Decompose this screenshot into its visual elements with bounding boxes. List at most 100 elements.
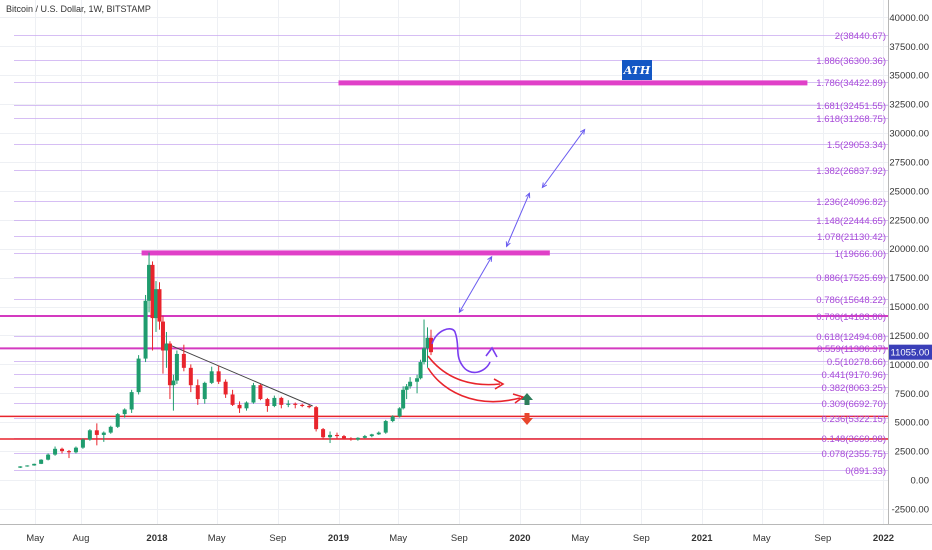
candle-body [108,426,113,433]
candle-body [286,403,291,405]
price-axis-tick-label: 10000.00 [889,360,929,371]
correction-scenario-arrowhead-upper [493,378,505,390]
projection-arrowhead [525,192,531,199]
candle-body [171,380,176,386]
candle-body [300,404,305,407]
projection-arrow-line [541,129,586,188]
candle-body [87,430,92,440]
scenario-drawings [427,328,533,425]
candle-body [157,289,162,322]
fib-level-label: 0.618(12494.08) [816,332,886,343]
price-axis-tick-label: 2500.00 [895,447,929,458]
candle-body [66,451,71,453]
down-arrow-icon [521,413,533,425]
price-axis-tick-label: 17500.00 [889,273,929,284]
candle-body [202,382,207,400]
fib-level-label: 1.786(34422.89) [816,78,886,89]
time-axis-tick-label: Sep [633,533,650,544]
current-price-badge: 11055.00 [889,344,932,360]
candle-body [164,343,169,351]
correction-scenario-curve-upper [427,355,501,386]
fib-level-label: 0.309(6692.70) [822,399,886,410]
horizontal-lines [0,314,888,440]
candle-body [321,429,326,438]
fib-level-label: 0.078(2355.75) [822,449,886,460]
fib-level-label: 1.148(22444.65) [816,216,886,227]
fib-level-label: 0.382(8063.25) [822,383,886,394]
candle-body [272,397,277,407]
candle-body [25,465,30,467]
candle-body [230,394,235,405]
candle-body [390,416,395,422]
fib-level-label: 0.5(10278.66) [827,357,886,368]
candle-body [46,454,51,460]
candle-body [328,434,333,438]
candle-body [39,459,44,464]
price-axis-tick-label: -2500.00 [891,504,929,515]
candle-body [80,439,85,448]
candle-body [147,264,152,301]
candle-body [143,300,148,359]
candle-body [73,447,78,453]
candle-body [258,385,263,400]
price-axis-tick-label: 40000.00 [889,13,929,24]
candles [18,252,433,469]
price-axis-tick-label: 30000.00 [889,129,929,140]
fib-level-label: 0.148(3669.98) [822,434,886,445]
up-arrow-icon [521,393,533,405]
candle-body [53,448,58,455]
time-axis-tick-label: May [208,533,226,544]
candle-body [150,264,155,319]
fib-level-label: 0.236(5322.15) [822,414,886,425]
trendline-group [166,343,313,407]
time-axis-tick-label: 2019 [328,533,349,544]
projection-arrow-line [506,192,530,247]
fib-level-label: 0.441(9170.96) [822,370,886,381]
time-axis-tick-label: May [753,533,771,544]
ath-badge: ATH [622,60,652,80]
candle-body [293,403,298,405]
projection-arrows [458,128,586,314]
candle-body [167,343,172,386]
price-axis-tick-label: 7500.00 [895,389,929,400]
candle-body [279,397,284,405]
fib-level-label: 0.886(17525.69) [816,273,886,284]
chart-title: Bitcoin / U.S. Dollar, 1W, BITSTAMP [6,4,151,14]
candle-body [251,385,256,403]
candle-body [404,386,409,390]
highlight-zones [141,80,808,256]
ath-badge-label: ATH [623,64,651,77]
time-axis[interactable]: May Aug 2018 May Sep 2019 May Sep 2020 May Sep 2021… [26,533,894,544]
projection-arrow-line [458,256,493,313]
projection-arrowhead [458,307,464,314]
price-axis[interactable]: 40000.00 37500.00 35000.00 32500.00 30000.00… [889,13,929,516]
price-axis-tick-label: 22500.00 [889,215,929,226]
fib-level-label: 2(38440.67) [835,31,886,42]
candle-body [408,381,413,387]
candle-body [154,289,159,319]
candle-body [401,389,406,409]
candle-body [314,407,319,430]
projection-arrowhead [541,182,548,189]
fib-level-label: 0(891.33) [845,466,886,477]
candle-body [60,448,65,452]
fib-level-label: 1.618(31268.75) [816,114,886,125]
candle-body [129,392,134,410]
candle-body [383,421,388,433]
fib-level-label: 0.786(15648.22) [816,295,886,306]
time-axis-tick-label: 2021 [691,533,713,544]
candle-body [160,321,165,351]
resistance-zone [141,250,550,256]
fib-level-label: 1.382(26837.92) [816,166,886,177]
time-axis-tick-label: 2018 [146,533,167,544]
candle-body [237,404,242,409]
candle-body [94,430,99,435]
candle-body [115,414,120,427]
descending-trendline [166,343,313,407]
time-axis-tick-label: Aug [72,533,89,544]
bullish-scenario-curve [431,328,491,374]
time-axis-tick-label: May [571,533,589,544]
